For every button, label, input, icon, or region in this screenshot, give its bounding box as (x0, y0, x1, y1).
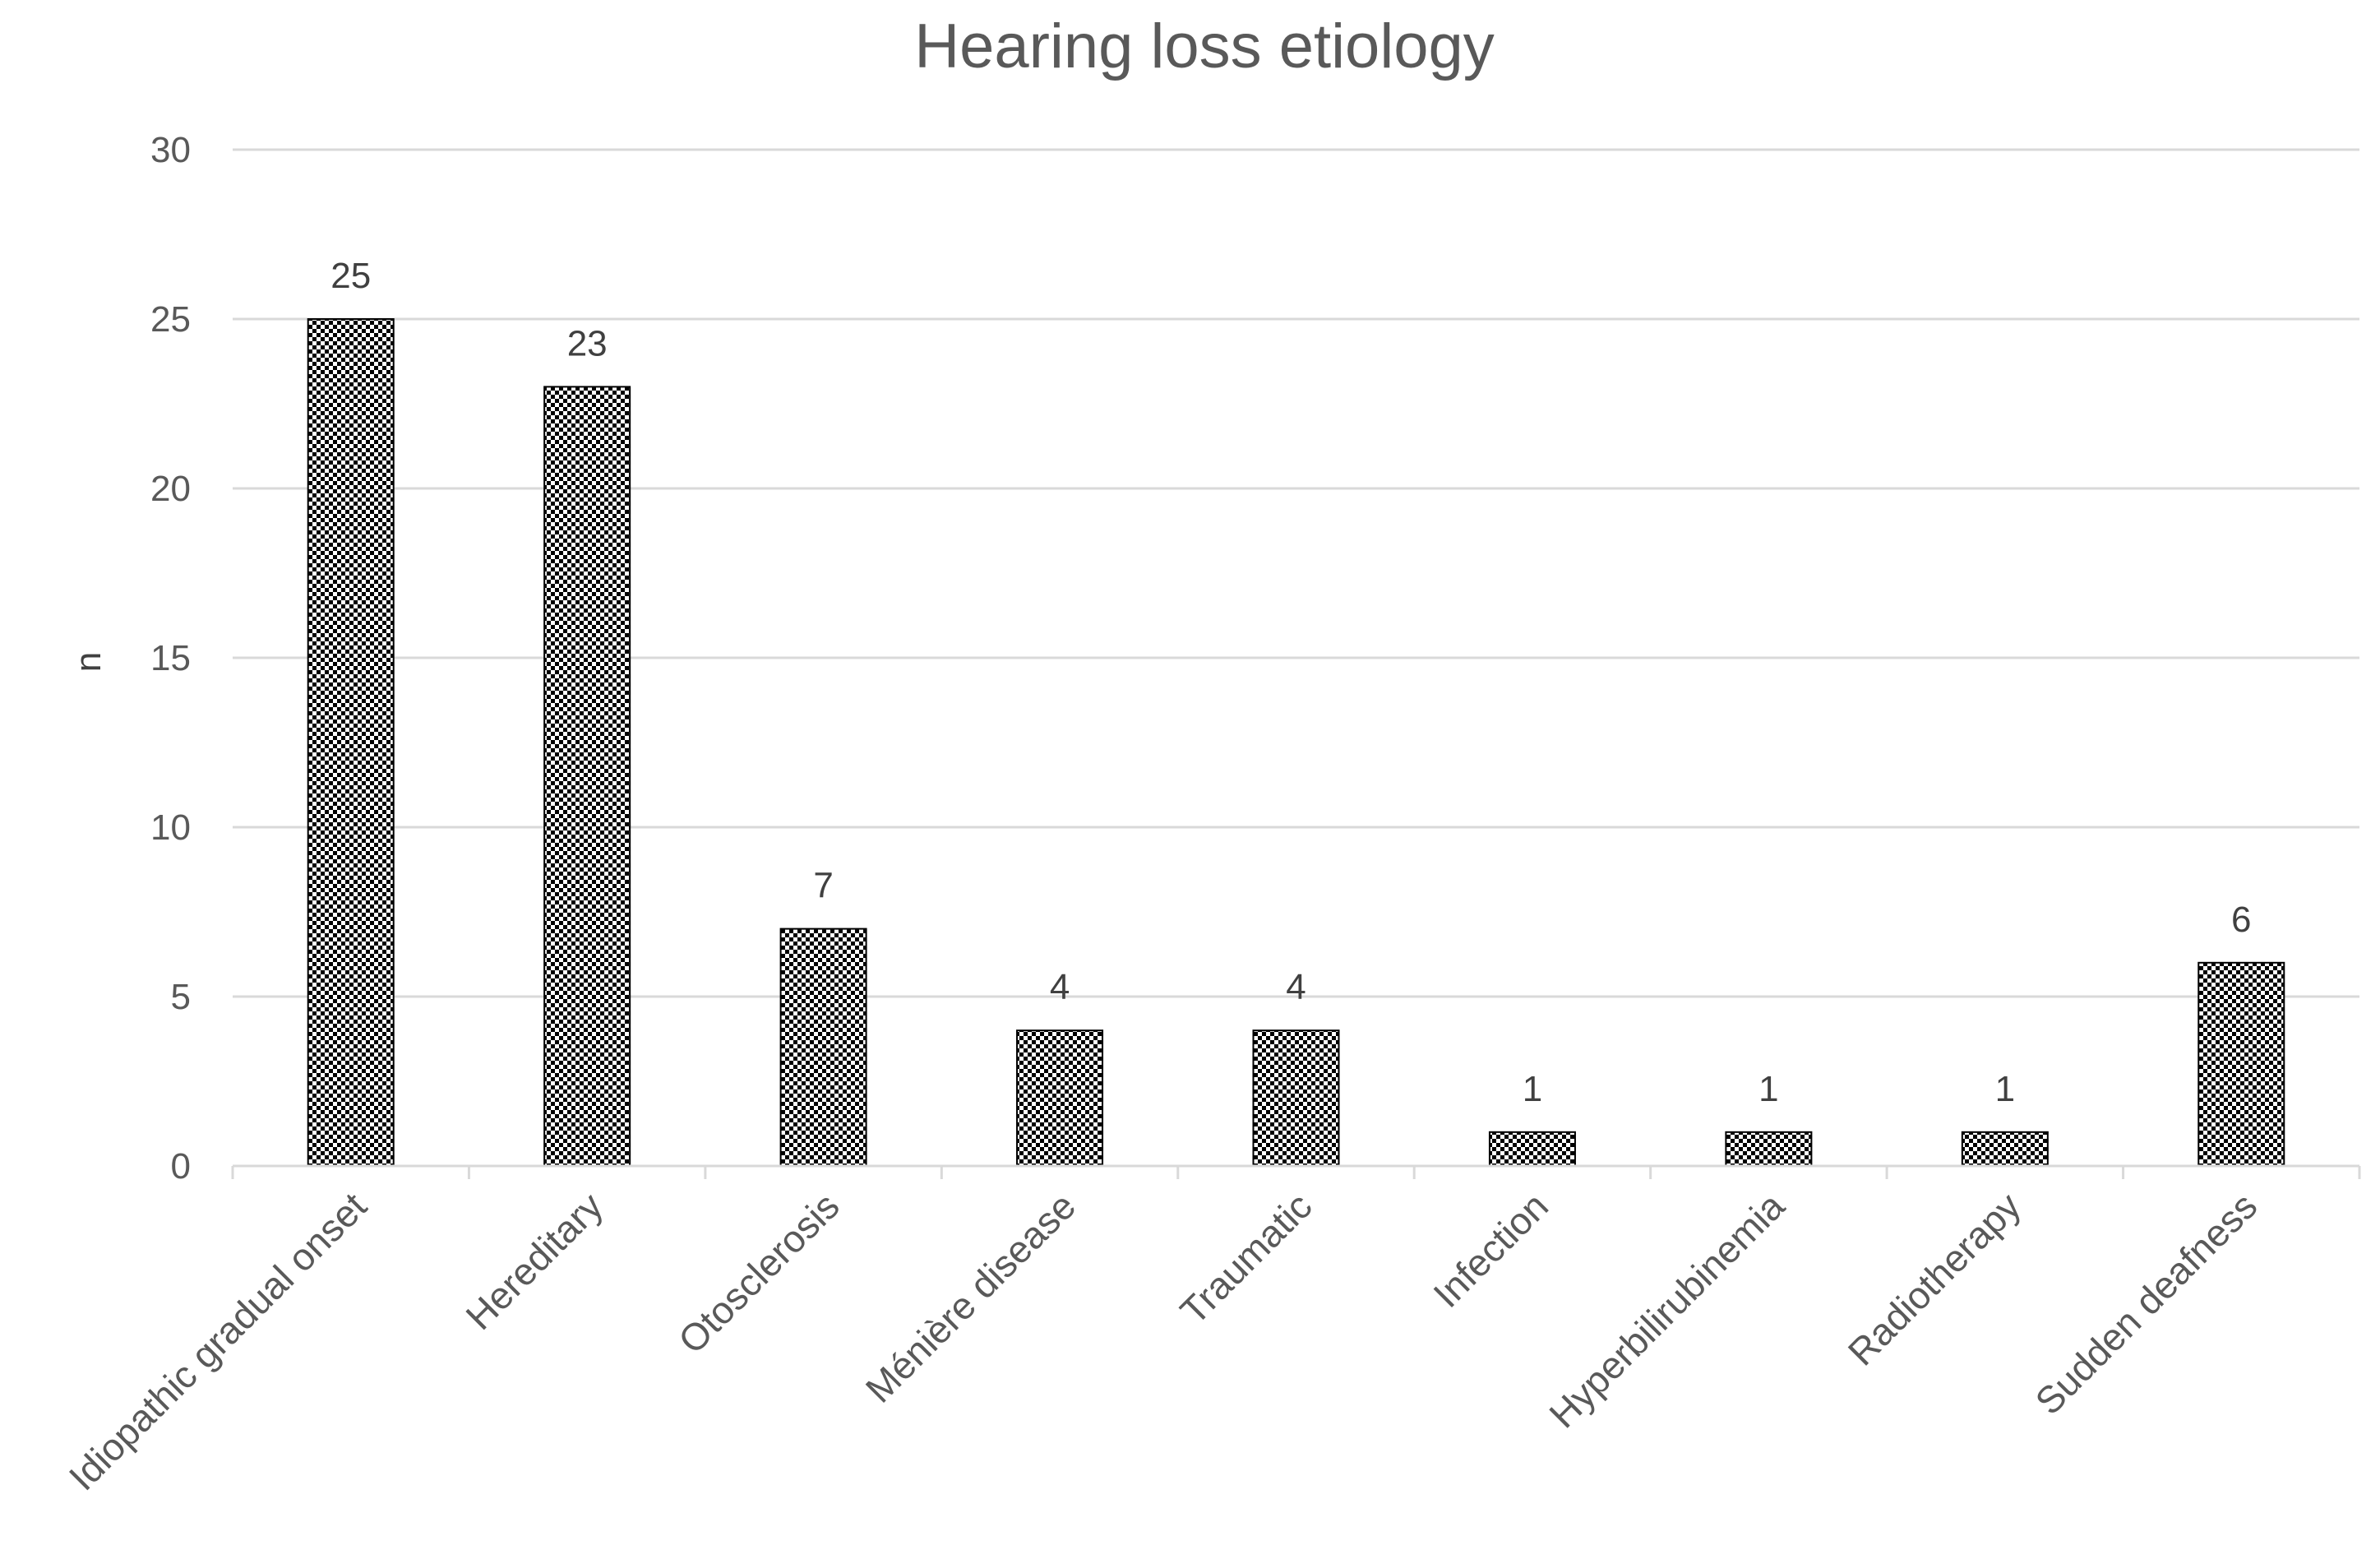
bar (779, 928, 867, 1167)
bar (1016, 1029, 1104, 1167)
y-tick-label: 30 (150, 130, 191, 170)
x-axis-category-labels: Idiopathic gradual onset Hereditary Otoscl… (61, 1184, 2266, 1498)
data-label: 6 (2231, 900, 2251, 940)
x-category-label: Traumatic (1172, 1184, 1319, 1332)
y-tick-label: 5 (171, 977, 191, 1017)
x-category-label: Hyperbilirubinemia (1541, 1184, 1792, 1436)
x-category-label: Hereditary (457, 1184, 611, 1338)
x-category-label: Idiopathic gradual onset (61, 1184, 375, 1498)
data-label: 1 (1995, 1069, 2015, 1109)
y-tick-label: 20 (150, 469, 191, 509)
data-label: 1 (1523, 1069, 1542, 1109)
bar (2197, 961, 2285, 1168)
data-label: 23 (567, 323, 608, 363)
x-category-label: Otosclerosis (670, 1184, 848, 1362)
y-tick-label: 15 (150, 638, 191, 678)
x-category-label: Sudden deafness (2026, 1184, 2265, 1423)
data-label: 7 (813, 866, 833, 906)
y-tick-label: 25 (150, 299, 191, 340)
y-tick-label: 10 (150, 807, 191, 848)
chart-title: Hearing loss etiology (914, 12, 1495, 81)
y-tick-label: 0 (171, 1146, 191, 1187)
data-label: 1 (1758, 1069, 1778, 1109)
bar (1961, 1131, 2049, 1168)
y-axis-ticks: 0 5 10 15 20 25 30 (150, 130, 191, 1187)
bar (543, 386, 631, 1167)
data-labels: 25 23 7 4 4 1 1 1 6 (330, 256, 2251, 1109)
bars (307, 318, 2285, 1168)
y-axis-label: n (68, 652, 109, 672)
x-axis (231, 1164, 2361, 1179)
bar (307, 318, 395, 1167)
data-label: 4 (1286, 967, 1306, 1007)
data-label: 4 (1050, 967, 1070, 1007)
bar (1252, 1029, 1340, 1167)
bar (1725, 1131, 1813, 1168)
x-category-label: Infection (1425, 1184, 1556, 1316)
data-label: 25 (330, 256, 371, 296)
bar (1488, 1131, 1576, 1168)
x-category-label: Radiotherapy (1840, 1184, 2029, 1373)
x-category-label: Ménière disease (857, 1184, 1084, 1410)
